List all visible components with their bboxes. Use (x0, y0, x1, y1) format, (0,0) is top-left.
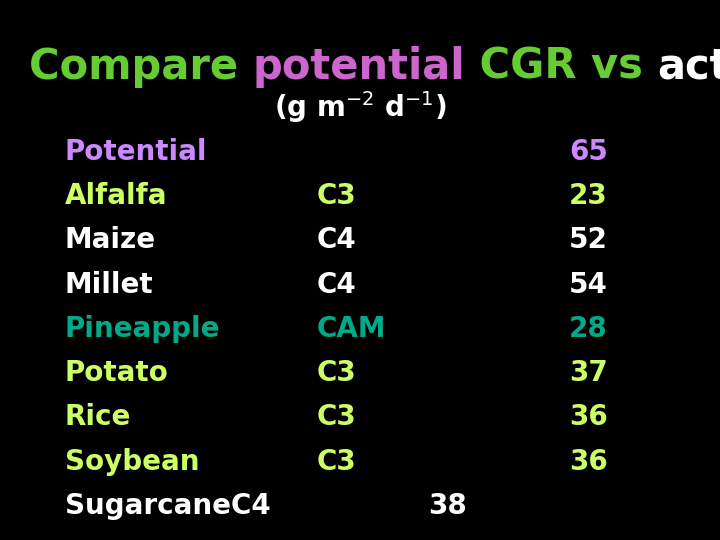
Text: Millet: Millet (65, 271, 153, 299)
Text: C3: C3 (317, 448, 356, 476)
Text: C4: C4 (317, 226, 356, 254)
Text: CGR vs: CGR vs (465, 46, 657, 88)
Text: 37: 37 (569, 359, 608, 387)
Text: Potential: Potential (65, 138, 207, 166)
Text: 38: 38 (428, 492, 467, 520)
Text: actual: actual (657, 46, 720, 88)
Text: Pineapple: Pineapple (65, 315, 220, 343)
Text: Alfalfa: Alfalfa (65, 182, 167, 210)
Text: 52: 52 (569, 226, 608, 254)
Text: potential: potential (253, 46, 465, 88)
Text: Maize: Maize (65, 226, 156, 254)
Text: SugarcaneC4: SugarcaneC4 (65, 492, 271, 520)
Text: Soybean: Soybean (65, 448, 199, 476)
Text: Potato: Potato (65, 359, 168, 387)
Text: Compare: Compare (29, 46, 253, 88)
Text: C4: C4 (317, 271, 356, 299)
Text: 28: 28 (569, 315, 608, 343)
Text: 23: 23 (569, 182, 608, 210)
Text: C3: C3 (317, 182, 356, 210)
Text: 36: 36 (569, 448, 608, 476)
Text: C3: C3 (317, 403, 356, 431)
Text: 54: 54 (569, 271, 608, 299)
Text: C3: C3 (317, 359, 356, 387)
Text: 65: 65 (569, 138, 608, 166)
Text: Rice: Rice (65, 403, 131, 431)
Text: (g m$^{-2}$ d$^{-1}$): (g m$^{-2}$ d$^{-1}$) (274, 89, 446, 125)
Text: 36: 36 (569, 403, 608, 431)
Text: CAM: CAM (317, 315, 387, 343)
